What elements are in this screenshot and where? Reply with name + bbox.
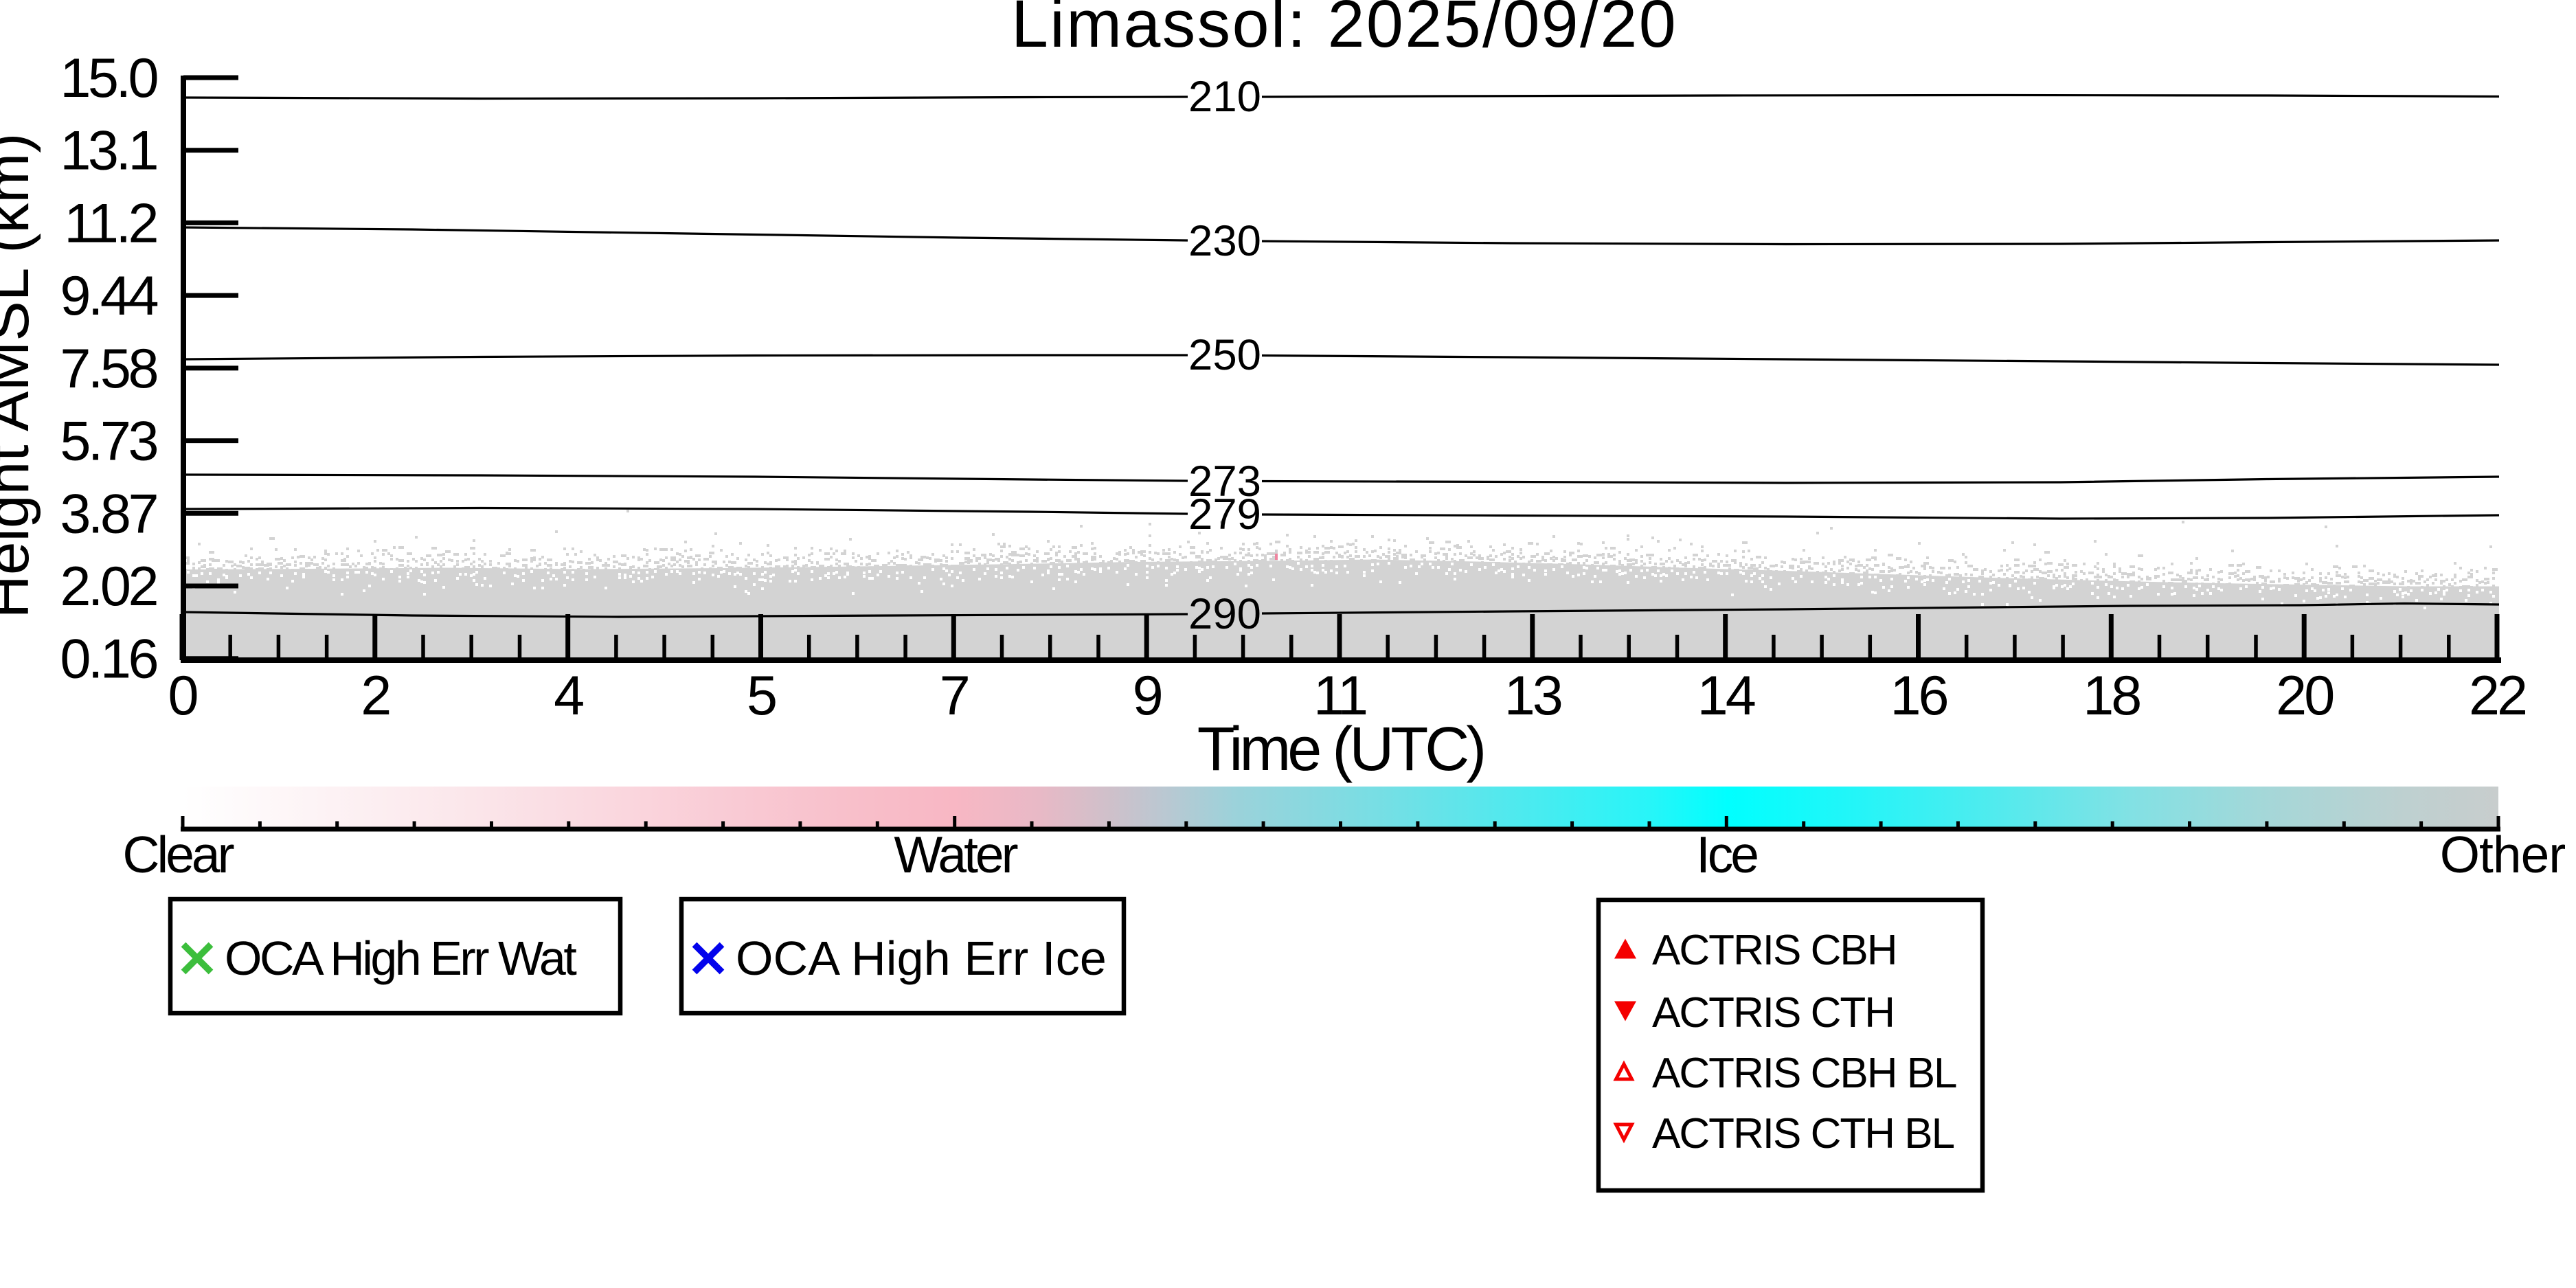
svg-text:ACTRIS CBH: ACTRIS CBH xyxy=(1652,927,1896,974)
svg-text:230: 230 xyxy=(1188,217,1261,265)
svg-text:210: 210 xyxy=(1188,73,1261,121)
svg-text:Time (UTC): Time (UTC) xyxy=(1197,715,1484,784)
svg-text:5: 5 xyxy=(747,665,776,727)
svg-text:2: 2 xyxy=(361,665,389,727)
svg-text:11.2: 11.2 xyxy=(64,192,156,254)
svg-text:2.02: 2.02 xyxy=(60,556,156,618)
svg-text:15.0: 15.0 xyxy=(60,47,157,109)
svg-text:ACTRIS CTH: ACTRIS CTH xyxy=(1652,989,1894,1037)
svg-text:ACTRIS CBH BL: ACTRIS CBH BL xyxy=(1652,1050,1956,1097)
svg-text:14: 14 xyxy=(1697,665,1755,727)
svg-text:7: 7 xyxy=(940,665,968,727)
svg-text:Limassol: 2025/09/20: Limassol: 2025/09/20 xyxy=(1011,0,1677,61)
svg-text:Clear: Clear xyxy=(122,826,234,883)
svg-text:Water: Water xyxy=(894,826,1017,883)
svg-text:11: 11 xyxy=(1313,665,1366,727)
svg-text:22: 22 xyxy=(2469,665,2525,727)
svg-text:Other: Other xyxy=(2440,826,2566,883)
svg-text:Height AMSL (km): Height AMSL (km) xyxy=(0,133,41,619)
svg-text:16: 16 xyxy=(1890,665,1947,727)
svg-text:18: 18 xyxy=(2083,665,2140,727)
svg-text:279: 279 xyxy=(1188,490,1261,539)
svg-text:3.87: 3.87 xyxy=(60,483,156,545)
svg-text:9: 9 xyxy=(1133,665,1162,727)
svg-text:ACTRIS CTH BL: ACTRIS CTH BL xyxy=(1652,1110,1954,1157)
svg-text:13.1: 13.1 xyxy=(60,120,157,182)
svg-text:20: 20 xyxy=(2276,665,2333,727)
svg-text:13: 13 xyxy=(1504,665,1561,727)
svg-text:9.44: 9.44 xyxy=(60,265,157,327)
svg-text:OCA High Err Wat: OCA High Err Wat xyxy=(225,931,576,985)
svg-text:4: 4 xyxy=(554,665,583,727)
svg-text:0: 0 xyxy=(168,665,196,727)
svg-text:250: 250 xyxy=(1188,331,1261,379)
svg-text:290: 290 xyxy=(1188,590,1261,638)
svg-text:5.73: 5.73 xyxy=(60,411,157,473)
svg-text:OCA High Err Ice: OCA High Err Ice xyxy=(736,931,1107,985)
svg-text:0.16: 0.16 xyxy=(60,629,157,690)
svg-text:Ice: Ice xyxy=(1696,826,1757,883)
svg-text:7.58: 7.58 xyxy=(60,338,157,400)
svg-text:273: 273 xyxy=(1188,457,1261,506)
